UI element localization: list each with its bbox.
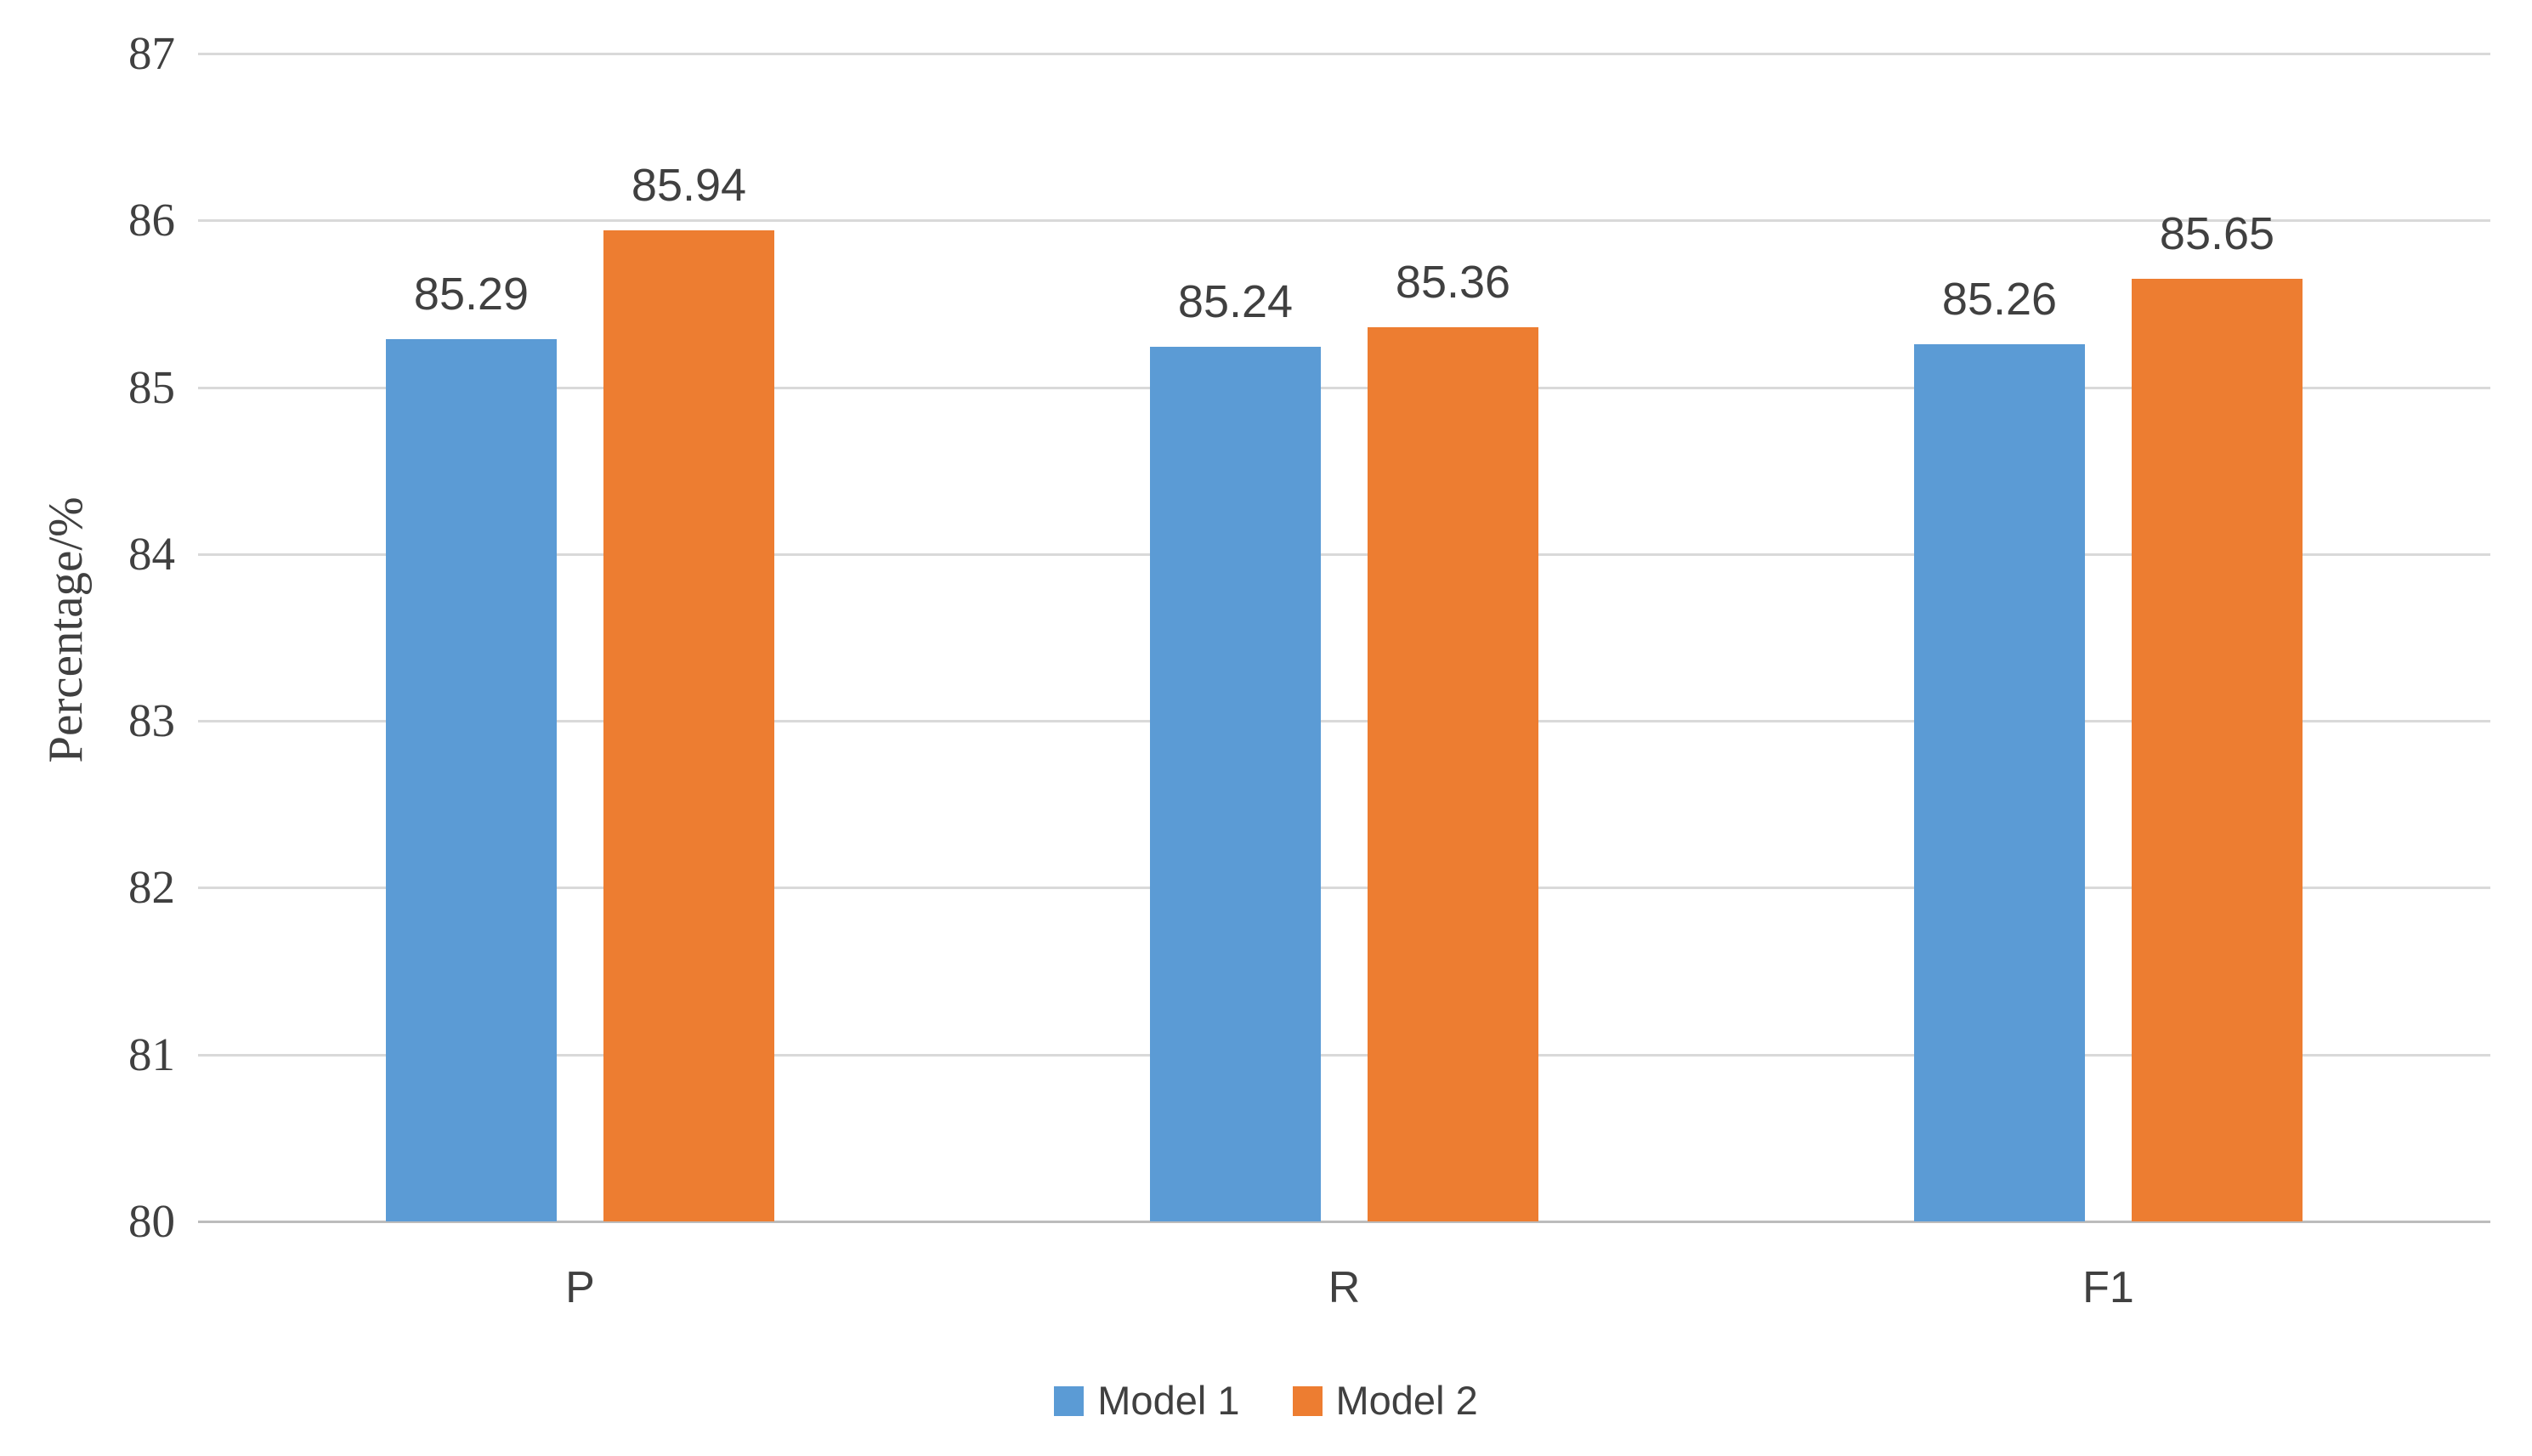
bar-model-1-f1 bbox=[1914, 343, 2085, 1221]
legend: Model 1 Model 2 bbox=[0, 1379, 2532, 1423]
gridline bbox=[198, 219, 2490, 223]
legend-label: Model 1 bbox=[1097, 1378, 1240, 1423]
y-tick-label: 83 bbox=[128, 694, 175, 747]
bar-model-2-f1 bbox=[2132, 278, 2303, 1221]
y-tick-label: 86 bbox=[128, 194, 175, 246]
bar-value-label: 85.65 bbox=[2159, 207, 2275, 259]
bar-value-label: 85.36 bbox=[1395, 256, 1511, 308]
category-label-p: P bbox=[565, 1263, 595, 1312]
bar-model-2-p bbox=[603, 230, 774, 1221]
gridline bbox=[198, 53, 2490, 55]
category-label-f1: F1 bbox=[2082, 1263, 2134, 1312]
gridline bbox=[198, 386, 2490, 389]
bar-value-label: 85.29 bbox=[413, 268, 530, 320]
bar-model-2-r bbox=[1368, 326, 1538, 1221]
y-tick-label: 85 bbox=[128, 360, 175, 413]
category-label-r: R bbox=[1328, 1263, 1361, 1312]
bar-model-1-p bbox=[386, 338, 557, 1221]
x-axis-line bbox=[198, 1221, 2490, 1223]
bar-model-1-r bbox=[1150, 347, 1321, 1221]
bar-value-label: 85.94 bbox=[631, 160, 747, 212]
gridline bbox=[198, 1053, 2490, 1057]
y-tick-label: 80 bbox=[128, 1195, 175, 1247]
legend-item-model-1: Model 1 bbox=[1054, 1378, 1240, 1423]
y-tick-label: 82 bbox=[128, 861, 175, 914]
bar-value-label: 85.26 bbox=[1941, 273, 2058, 325]
gridline bbox=[198, 887, 2490, 890]
legend-item-model-2: Model 2 bbox=[1292, 1378, 1478, 1423]
legend-swatch-icon bbox=[1292, 1385, 1323, 1416]
gridline bbox=[198, 552, 2490, 556]
y-tick-label: 87 bbox=[128, 27, 175, 79]
y-tick-label: 81 bbox=[128, 1028, 175, 1080]
y-tick-label: 84 bbox=[128, 527, 175, 580]
bar-value-label: 85.24 bbox=[1177, 276, 1294, 328]
gridline bbox=[198, 720, 2490, 723]
legend-swatch-icon bbox=[1054, 1385, 1085, 1416]
legend-label: Model 2 bbox=[1335, 1378, 1478, 1423]
